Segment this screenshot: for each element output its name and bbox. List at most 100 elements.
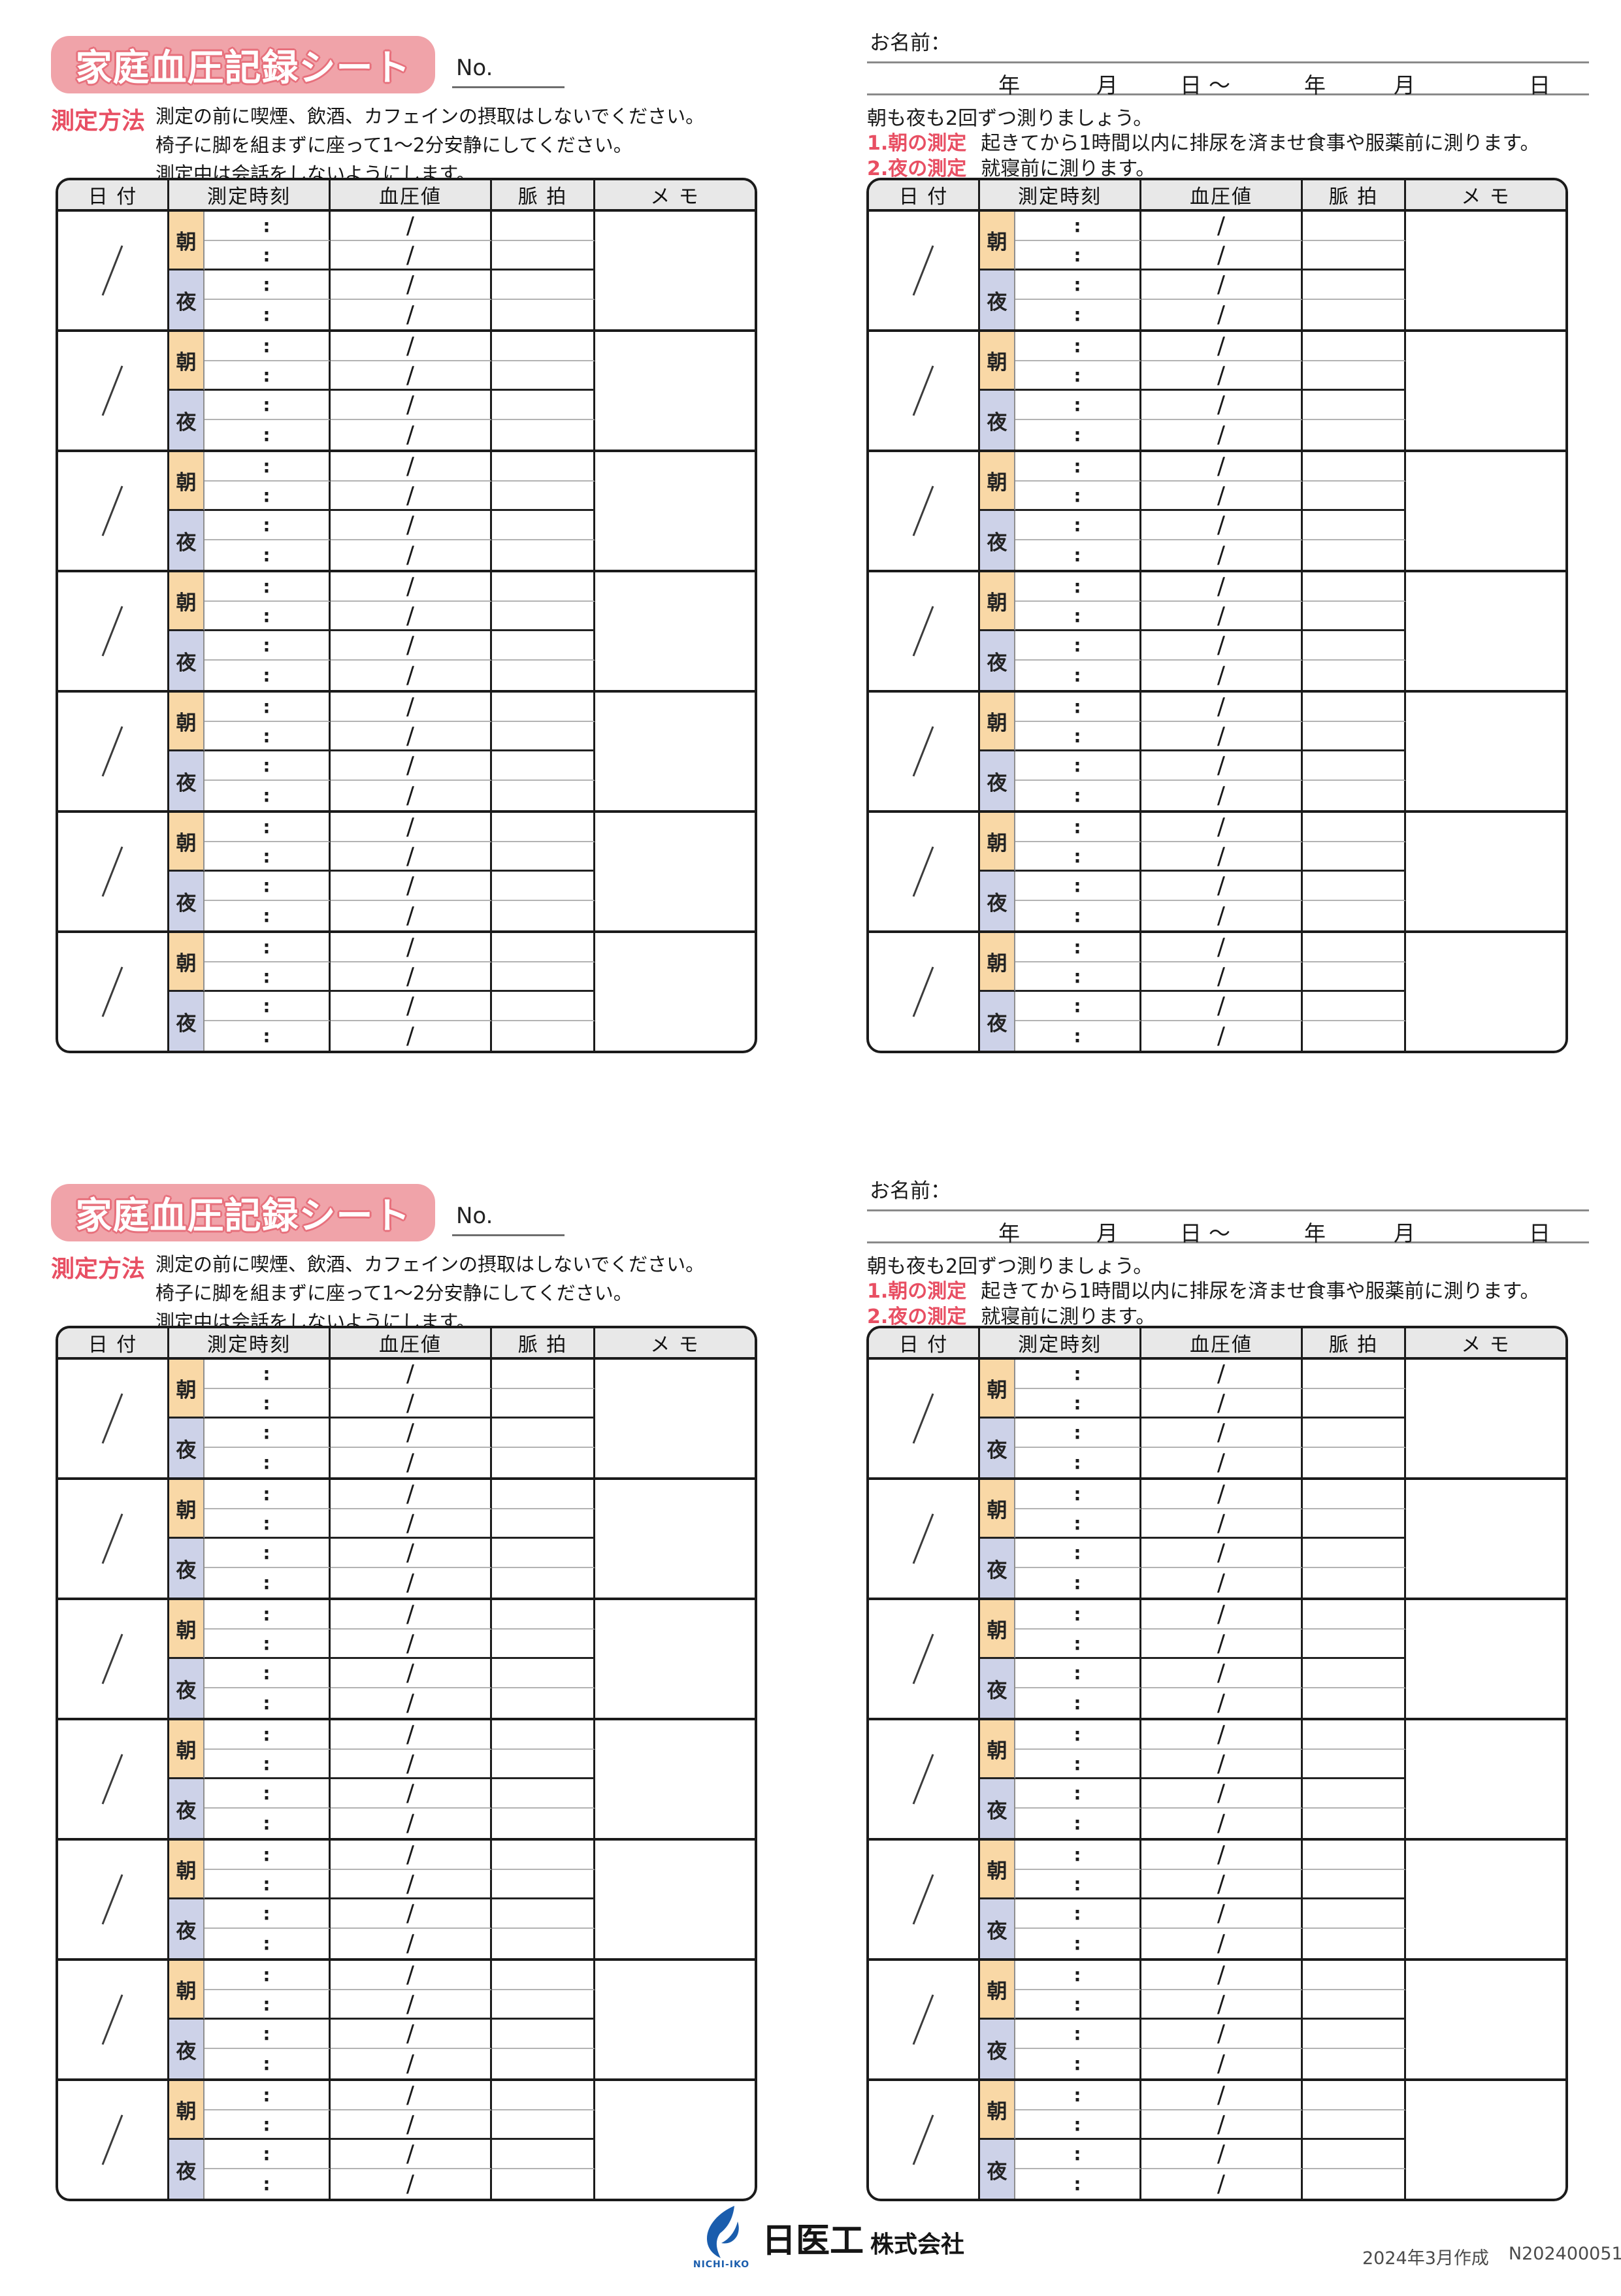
pulse-entry-cell xyxy=(1303,2081,1406,2110)
bp-record-table-left: 日 付測定時刻 血圧値脈 拍メ モ朝夜: /: /: /: / 朝夜: /: /: /: / 朝夜: /… xyxy=(56,178,757,1053)
table-header-row: 日 付測定時刻 血圧値脈 拍 メ モ xyxy=(58,1328,755,1360)
evening-label: 夜 xyxy=(980,631,1015,690)
time-entry-cell: : xyxy=(205,2110,331,2140)
time-entry-cell: : xyxy=(205,1809,331,1838)
measurement-method: 測定方法 測定の前に喫煙、飲酒、カフェインの摂取はしないでください。 椅子に脚を… xyxy=(51,1250,704,1336)
date-slash-icon xyxy=(101,485,123,536)
date-slash-icon xyxy=(101,1513,123,1564)
note-morning-label: 1.朝の測定 xyxy=(867,132,967,155)
bp-entry-cell: / xyxy=(331,813,492,842)
method-instructions: 測定の前に喫煙、飲酒、カフェインの摂取はしないでください。 椅子に脚を組まずに座… xyxy=(156,1250,704,1336)
memo-cell xyxy=(595,1600,755,1718)
date-range-label: 月 xyxy=(1394,73,1415,98)
bp-entry-cell: / xyxy=(1141,1899,1303,1929)
evening-label: 夜 xyxy=(980,511,1015,570)
table-header-row: 日 付測定時刻 血圧値脈 拍 メ モ xyxy=(58,180,755,212)
time-entry-cell: : xyxy=(1015,1870,1141,1899)
note-evening-label: 2.夜の測定 xyxy=(867,157,967,180)
bp-entry-cell: / xyxy=(1141,1630,1303,1659)
time-entry-cell: : xyxy=(1015,391,1141,420)
bp-entry-cell: / xyxy=(1141,540,1303,570)
memo-cell xyxy=(595,572,755,690)
evening-label: 夜 xyxy=(980,1419,1015,1477)
no-field: No. xyxy=(452,1203,565,1236)
date-cell xyxy=(58,1360,169,1477)
memo-cell xyxy=(595,1841,755,1958)
no-field: No. xyxy=(452,55,565,88)
time-entry-cell: : xyxy=(1015,332,1141,361)
time-entry-cell: : xyxy=(1015,933,1141,962)
evening-label: 夜 xyxy=(169,872,205,930)
time-entry-cell: : xyxy=(205,933,331,962)
morning-label: 朝 xyxy=(980,1720,1015,1779)
time-entry-cell: : xyxy=(1015,992,1141,1021)
bp-record-table-right: 日 付測定時刻 血圧値脈 拍メ モ朝夜: /: /: /: / 朝夜: /: /: /: / 朝夜: /… xyxy=(866,178,1568,1053)
column-header: 測定時刻 xyxy=(980,180,1141,209)
bp-entry-cell: / xyxy=(331,1841,492,1870)
time-entry-cell: : xyxy=(1015,2169,1141,2199)
pulse-entry-cell xyxy=(492,1929,595,1958)
bp-entry-cell: / xyxy=(331,241,492,271)
pulse-entry-cell xyxy=(492,1509,595,1539)
column-header: 血圧値 xyxy=(1141,1328,1303,1357)
bp-entry-cell: / xyxy=(1141,872,1303,901)
note-evening: 2.夜の測定 就寝前に測ります。 xyxy=(867,1300,1155,1329)
document-code: N202400051 xyxy=(1508,2244,1621,2264)
time-entry-cell: : xyxy=(205,1448,331,1477)
date-slash-icon xyxy=(101,966,123,1017)
memo-cell xyxy=(1406,2081,1565,2199)
bp-entry-cell: / xyxy=(1141,1961,1303,1990)
time-entry-cell: : xyxy=(1015,661,1141,690)
column-header: 日 付 xyxy=(58,1328,169,1357)
pulse-entry-cell xyxy=(492,2081,595,2110)
date-cell xyxy=(58,572,169,690)
bp-entry-cell: / xyxy=(1141,1688,1303,1718)
date-cell xyxy=(869,813,980,930)
bp-entry-cell: / xyxy=(1141,1539,1303,1568)
time-entry-cell: : xyxy=(205,1539,331,1568)
column-header: 血圧値 xyxy=(331,1328,492,1357)
date-group: 朝夜: /: /: /: / xyxy=(869,570,1565,690)
date-cell xyxy=(58,1480,169,1598)
company-name-large: 日医工 xyxy=(762,2222,864,2261)
time-entry-cell: : xyxy=(205,1870,331,1899)
bp-entry-cell: / xyxy=(1141,722,1303,751)
pulse-entry-cell xyxy=(1303,661,1406,690)
time-entry-cell: : xyxy=(205,511,331,540)
column-header: 日 付 xyxy=(869,1328,980,1357)
column-header: 日 付 xyxy=(869,180,980,209)
sheet-copy-2: 家庭血圧記録シート No. 測定方法 測定の前に喫煙、飲酒、カフェインの摂取はし… xyxy=(0,1148,1621,2296)
bp-entry-cell: / xyxy=(1141,1419,1303,1448)
date-group: 朝夜: /: /: /: / xyxy=(58,810,755,930)
sheet-copy-1: 家庭血圧記録シート No. 測定方法 測定の前に喫煙、飲酒、カフェインの摂取はし… xyxy=(51,31,1589,1053)
bp-entry-cell: / xyxy=(331,1389,492,1419)
memo-cell xyxy=(1406,933,1565,1051)
time-entry-cell: : xyxy=(1015,1568,1141,1598)
production-note: 2024年3月作成 N202400051 xyxy=(1362,2244,1621,2269)
date-cell xyxy=(58,2081,169,2199)
morning-label: 朝 xyxy=(169,693,205,751)
bp-entry-cell: / xyxy=(331,781,492,810)
pulse-entry-cell xyxy=(1303,1779,1406,1809)
time-entry-cell: : xyxy=(205,1021,331,1051)
bp-entry-cell: / xyxy=(331,1419,492,1448)
pulse-entry-cell xyxy=(492,332,595,361)
date-range-label: 月 xyxy=(1096,1221,1118,1246)
pulse-entry-cell xyxy=(1303,300,1406,329)
morning-label: 朝 xyxy=(169,1720,205,1779)
date-slash-icon xyxy=(101,245,123,296)
pulse-entry-cell xyxy=(1303,781,1406,810)
morning-label: 朝 xyxy=(980,1961,1015,2020)
time-entry-cell: : xyxy=(205,482,331,511)
bp-entry-cell: / xyxy=(331,332,492,361)
column-header: 脈 拍 xyxy=(492,180,595,209)
time-entry-cell: : xyxy=(1015,2081,1141,2110)
time-entry-cell: : xyxy=(1015,1389,1141,1419)
column-header: 血圧値 xyxy=(1141,180,1303,209)
morning-label: 朝 xyxy=(980,813,1015,872)
date-slash-icon xyxy=(912,245,934,296)
bp-entry-cell: / xyxy=(331,1360,492,1389)
logo-mark: NICHI-IKO xyxy=(691,2206,751,2270)
pulse-entry-cell xyxy=(492,511,595,540)
date-range-label: 日 xyxy=(1180,73,1202,98)
